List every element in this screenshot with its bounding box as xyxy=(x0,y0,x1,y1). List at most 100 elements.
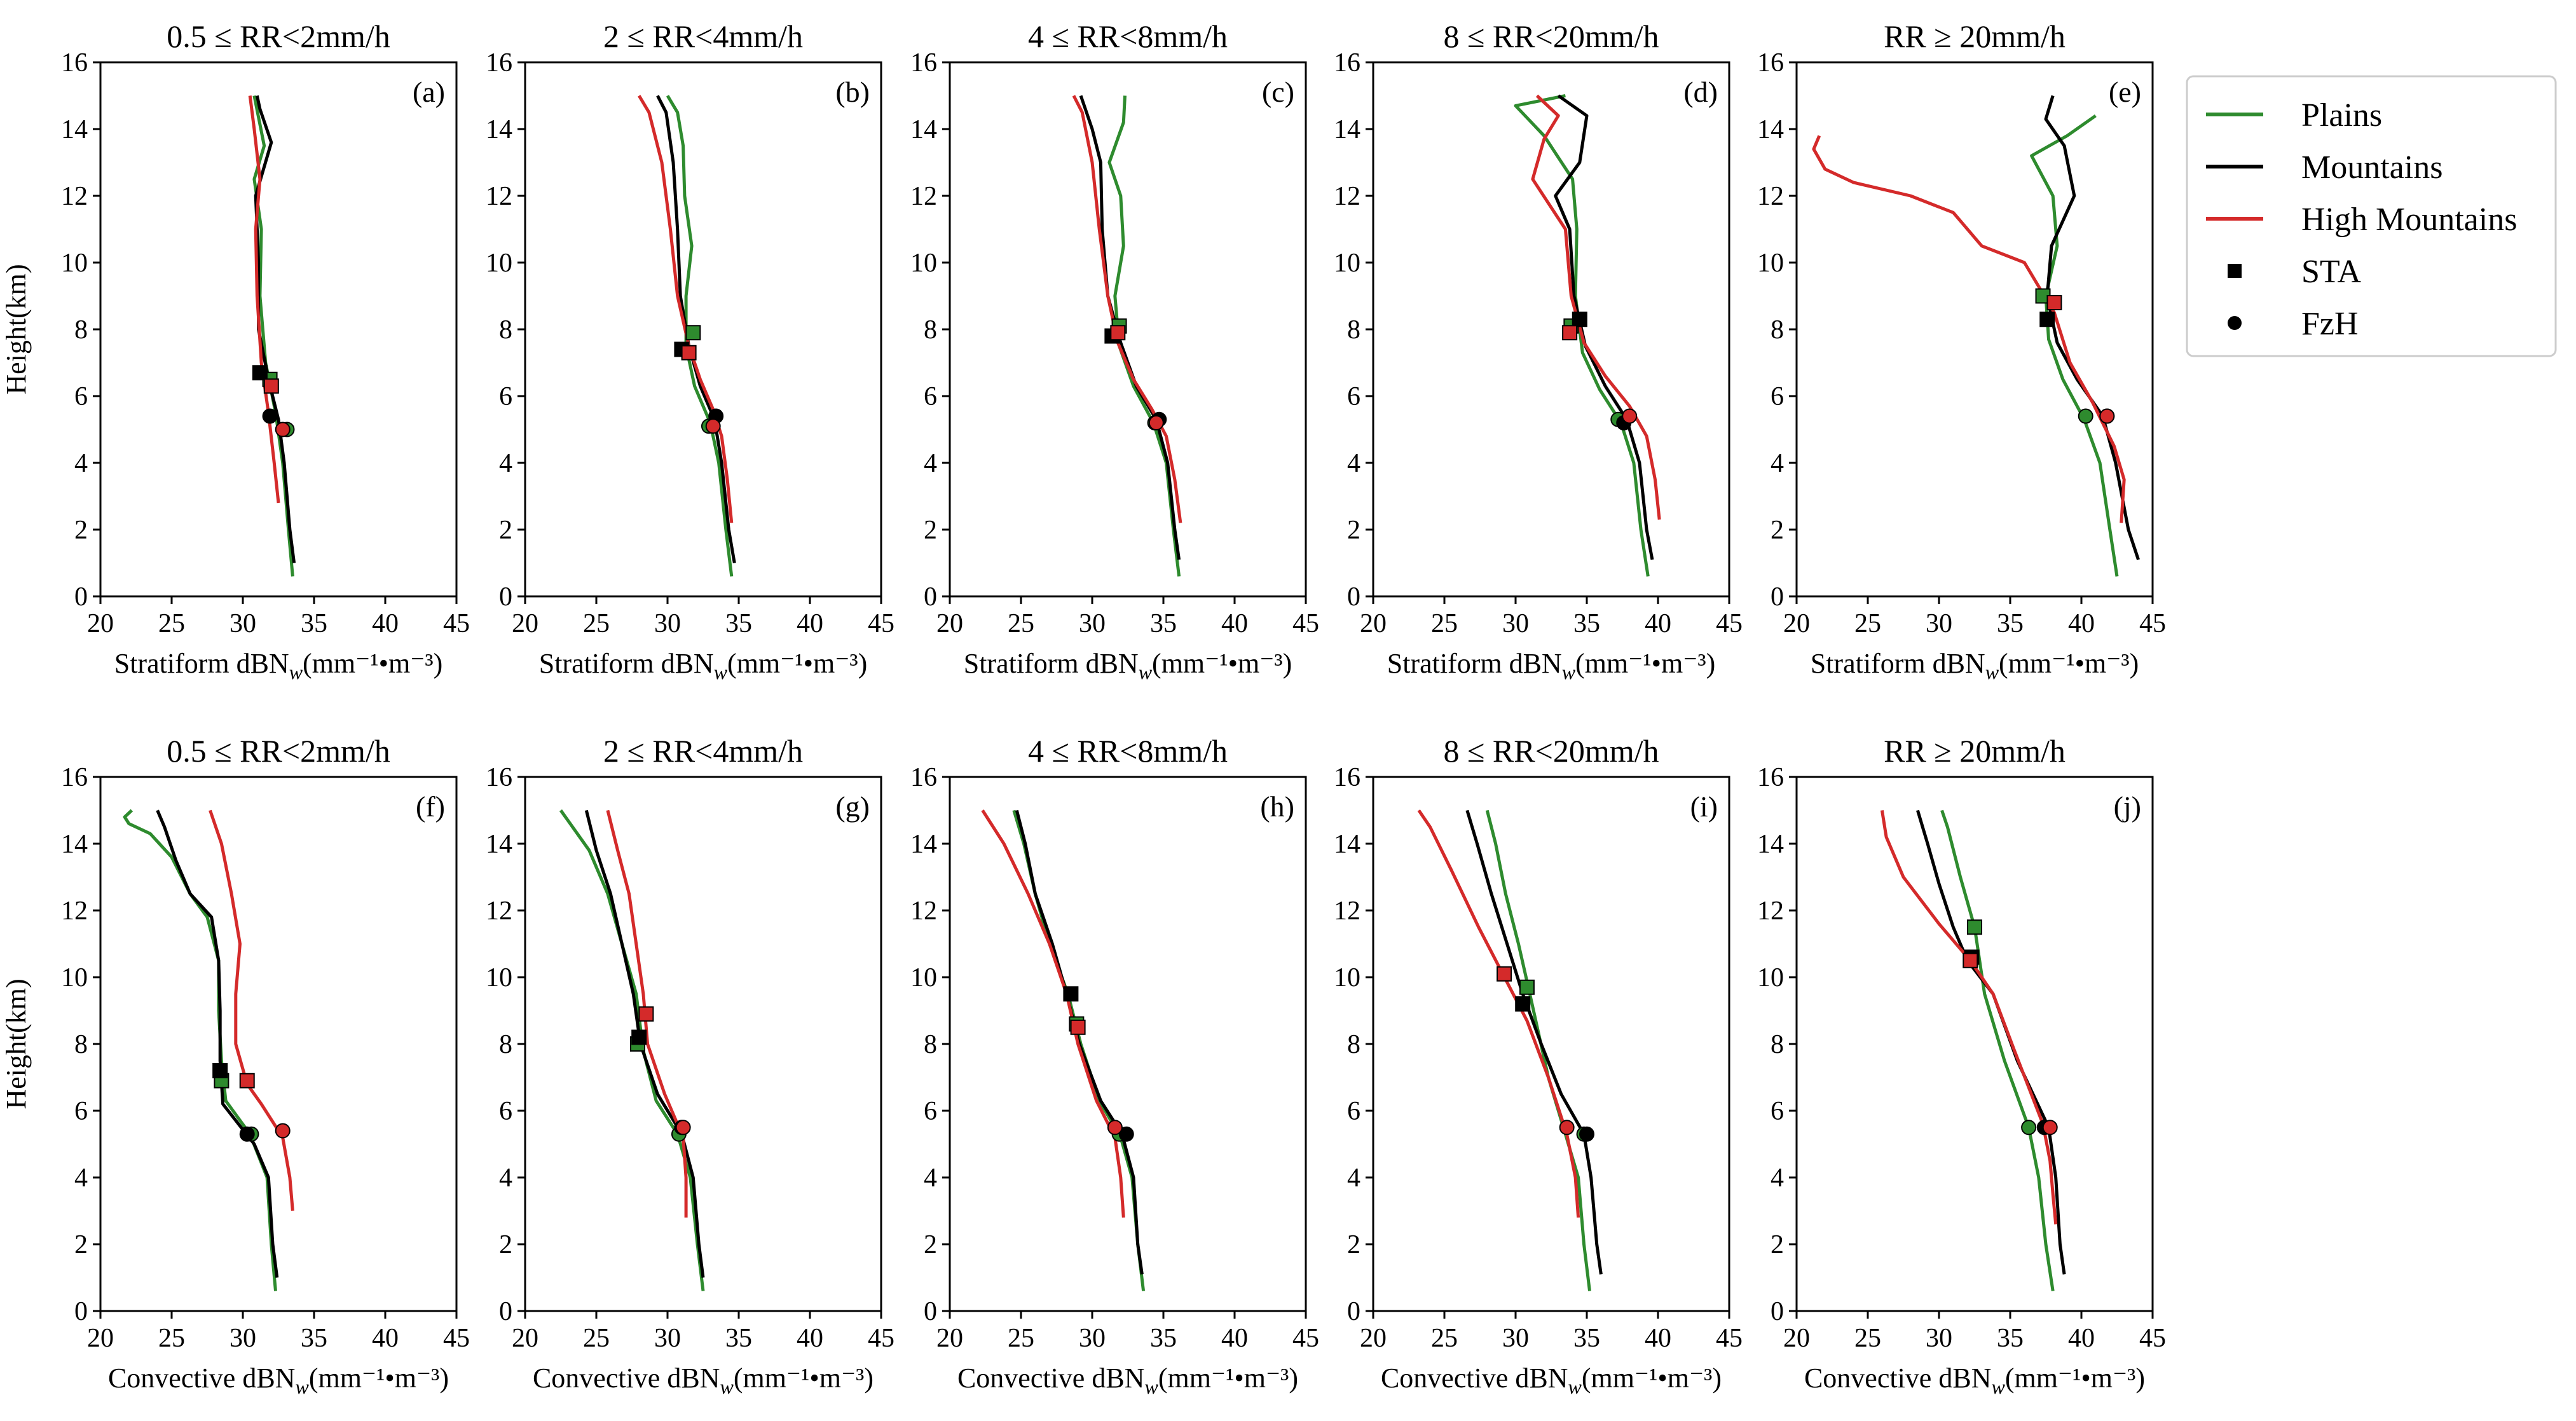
series-line-mountains xyxy=(1079,95,1181,560)
x-tick-label: 25 xyxy=(1854,609,1881,638)
y-tick-label: 16 xyxy=(910,763,937,792)
y-tick-label: 8 xyxy=(74,1030,88,1059)
x-axis-label-subscript: w xyxy=(1985,661,1999,683)
x-tick-label: 40 xyxy=(797,609,823,638)
sta-marker xyxy=(1110,325,1126,341)
y-tick-label: 6 xyxy=(74,382,88,411)
y-tick-label: 2 xyxy=(1347,1230,1360,1260)
y-tick-label: 2 xyxy=(924,1230,937,1260)
x-tick-label: 25 xyxy=(158,1324,185,1353)
plot-frame xyxy=(1795,776,2154,1312)
panel-c: 20 25 30 35 40 45 0 2 4 6 8 10 12 14 16 4 ≤ RR<8mm/h (c)… xyxy=(910,18,1319,683)
sta-marker xyxy=(631,1029,647,1045)
y-tick-label: 8 xyxy=(499,315,512,345)
y-tick-label: 16 xyxy=(486,48,512,78)
x-axis-label-units: (mm⁻¹•m⁻³) xyxy=(1582,1363,1722,1394)
y-tick-label: 4 xyxy=(1347,1164,1360,1193)
x-axis-label: Stratiform dBNw(mm⁻¹•m⁻³) xyxy=(539,648,868,683)
y-tick-label: 6 xyxy=(924,1097,937,1126)
x-tick-label: 20 xyxy=(512,1324,538,1353)
sta-marker xyxy=(252,365,268,381)
x-tick-label: 30 xyxy=(1502,1324,1529,1353)
plot-frame xyxy=(1795,61,2154,598)
x-tick-label: 30 xyxy=(654,1324,681,1353)
y-tick-label: 14 xyxy=(910,115,937,144)
fzh-marker xyxy=(2042,1120,2058,1136)
x-axis-label-units: (mm⁻¹•m⁻³) xyxy=(1999,648,2139,679)
series-line-high-mountains xyxy=(248,95,280,504)
series-line-high-mountains xyxy=(1880,810,2058,1225)
panel-letter: (d) xyxy=(1683,76,1718,108)
panel-letter: (h) xyxy=(1260,790,1294,823)
panel-title: 8 ≤ RR<20mm/h xyxy=(1443,18,1659,54)
y-tick-label: 6 xyxy=(499,1097,512,1126)
x-tick-label: 20 xyxy=(1360,1324,1387,1353)
y-tick-label: 16 xyxy=(486,763,512,792)
x-axis-label: Stratiform dBNw(mm⁻¹•m⁻³) xyxy=(964,648,1292,683)
x-tick-label: 20 xyxy=(87,1324,114,1353)
panel-letter: (a) xyxy=(413,76,445,108)
x-axis-label-prefix: Convective dBN xyxy=(957,1363,1145,1394)
y-tick-label: 0 xyxy=(924,582,937,612)
plot-frame xyxy=(949,61,1307,598)
y-tick-label: 0 xyxy=(1347,1297,1360,1326)
y-tick-label: 0 xyxy=(74,1297,88,1326)
fzh-marker xyxy=(275,422,291,437)
x-tick-label: 30 xyxy=(230,609,256,638)
y-tick-label: 16 xyxy=(910,48,937,78)
fzh-marker xyxy=(1148,415,1164,430)
y-tick-label: 14 xyxy=(1757,830,1784,859)
panel-title: 8 ≤ RR<20mm/h xyxy=(1443,733,1659,769)
x-axis-label: Stratiform dBNw(mm⁻¹•m⁻³) xyxy=(114,648,443,683)
sta-marker xyxy=(1967,919,1982,935)
x-axis-label: Convective dBNw(mm⁻¹•m⁻³) xyxy=(533,1363,874,1398)
y-tick-label: 12 xyxy=(910,896,937,926)
x-tick-label: 30 xyxy=(1079,1324,1106,1353)
x-axis-label-units: (mm⁻¹•m⁻³) xyxy=(309,1363,449,1394)
x-axis-label-prefix: Stratiform dBN xyxy=(1387,648,1562,679)
x-tick-label: 35 xyxy=(1573,609,1600,638)
x-axis-label-subscript: w xyxy=(289,661,303,683)
legend-frame xyxy=(2186,75,2557,357)
fzh-marker xyxy=(675,1120,691,1136)
panel-h: 20 25 30 35 40 45 0 2 4 6 8 10 12 14 16 4 ≤ RR<8mm/h (h)… xyxy=(910,733,1319,1398)
sta-marker xyxy=(2039,312,2055,327)
y-tick-label: 16 xyxy=(1334,763,1360,792)
y-tick-label: 16 xyxy=(1334,48,1360,78)
x-tick-label: 40 xyxy=(2068,1324,2095,1353)
fzh-marker xyxy=(1118,1126,1134,1142)
x-axis-label-units: (mm⁻¹•m⁻³) xyxy=(1158,1363,1298,1394)
sta-marker xyxy=(638,1006,654,1022)
y-tick-label: 0 xyxy=(499,582,512,612)
y-tick-label: 0 xyxy=(1771,1297,1784,1326)
panel-b: 20 25 30 35 40 45 0 2 4 6 8 10 12 14 16 2 ≤ RR<4mm/h (b)… xyxy=(486,18,894,683)
plot-frame xyxy=(99,776,458,1312)
y-tick-label: 14 xyxy=(61,115,88,144)
x-axis-label-prefix: Convective dBN xyxy=(533,1363,720,1394)
x-tick-label: 30 xyxy=(230,1324,256,1353)
legend-label-plains: Plains xyxy=(2301,97,2382,134)
x-tick-label: 20 xyxy=(1360,609,1387,638)
sta-marker xyxy=(1515,996,1531,1012)
panel-i: 20 25 30 35 40 45 0 2 4 6 8 10 12 14 16 8 ≤ RR<20mm/h (i… xyxy=(1334,733,1743,1398)
y-tick-label: 10 xyxy=(910,249,937,278)
x-tick-label: 30 xyxy=(1079,609,1106,638)
y-tick-label: 8 xyxy=(1347,1030,1360,1059)
y-tick-label: 14 xyxy=(61,830,88,859)
series-line-high-mountains xyxy=(209,809,294,1211)
x-tick-label: 40 xyxy=(1645,1324,1671,1353)
x-tick-label: 35 xyxy=(1997,609,2024,638)
sta-marker xyxy=(1497,966,1512,982)
fzh-marker xyxy=(2021,1120,2037,1136)
y-tick-label: 14 xyxy=(1334,115,1360,144)
y-tick-label: 8 xyxy=(924,1030,937,1059)
y-tick-label: 4 xyxy=(924,449,937,478)
x-tick-label: 25 xyxy=(1008,1324,1034,1353)
legend-label-sta: STA xyxy=(2301,254,2362,290)
x-axis-label-subscript: w xyxy=(714,661,728,683)
plot-frame xyxy=(99,61,458,598)
sta-marker xyxy=(239,1073,255,1088)
panel-title: 2 ≤ RR<4mm/h xyxy=(603,18,803,54)
legend-label-high-mountains: High Mountains xyxy=(2301,202,2517,238)
